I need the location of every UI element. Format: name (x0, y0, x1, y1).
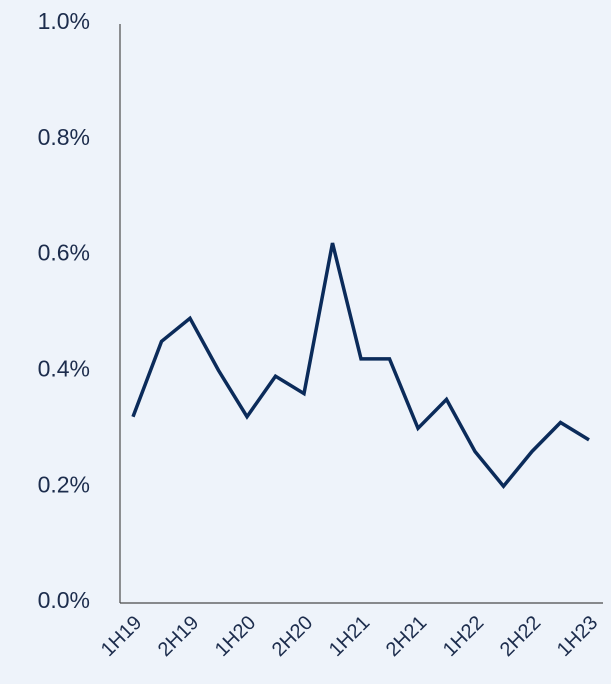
y-tick-label: 1.0% (38, 8, 90, 34)
y-tick-label: 0.8% (38, 124, 90, 150)
y-tick-label: 0.0% (38, 587, 90, 613)
line-series (131, 242, 590, 489)
y-tick-label: 0.6% (38, 240, 90, 266)
y-tick-label: 0.4% (38, 355, 90, 381)
y-tick-label: 0.2% (38, 471, 90, 497)
